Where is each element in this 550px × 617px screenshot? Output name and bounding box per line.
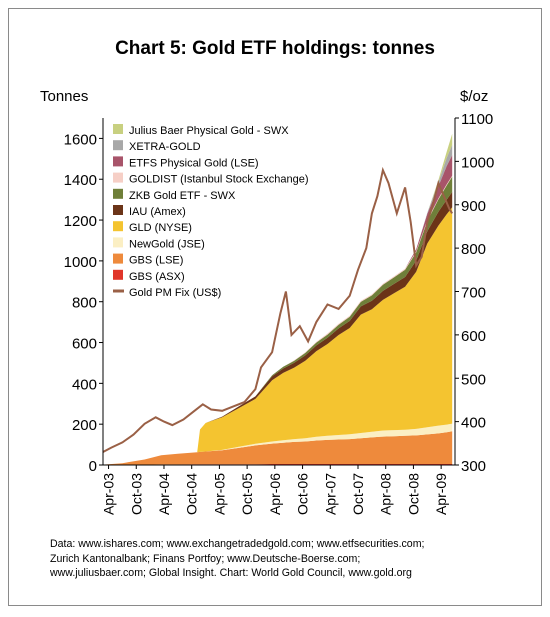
source-line: www.juliusbaer.com; Global Insight. Char… — [50, 567, 412, 579]
x-tick-label: Oct-07 — [350, 473, 366, 515]
y-tick-label: 1200 — [64, 213, 97, 230]
y-tick-label: 0 — [89, 458, 97, 475]
y2-tick-label: 1100 — [461, 111, 493, 128]
source-line: Data: www.ishares.com; www.exchangetrade… — [50, 538, 425, 550]
legend-label: Gold PM Fix (US$) — [129, 287, 221, 299]
legend-swatch — [113, 156, 123, 167]
y2-tick-label: 700 — [461, 285, 486, 302]
legend-label: XETRA-GOLD — [129, 141, 201, 153]
legend-swatch — [113, 140, 123, 151]
chart-title: Chart 5: Gold ETF holdings: tonnes — [115, 38, 435, 59]
x-tick-label: Apr-05 — [211, 473, 227, 515]
x-tick-label: Oct-03 — [128, 473, 144, 515]
legend-label: GLD (NYSE) — [129, 222, 192, 234]
legend-label: GBS (LSE) — [129, 255, 183, 267]
legend-swatch — [113, 269, 123, 280]
y-tick-label: 200 — [72, 417, 97, 434]
x-tick-label: Apr-08 — [378, 473, 394, 515]
legend-swatch — [113, 124, 123, 134]
right-axis-unit: $/oz — [460, 88, 489, 105]
left-axis-unit: Tonnes — [40, 88, 89, 105]
area-series — [103, 207, 453, 465]
legend-swatch — [113, 205, 123, 215]
y2-tick-label: 500 — [461, 371, 486, 388]
legend-label: GBS (ASX) — [129, 271, 185, 283]
x-tick-label: Apr-03 — [101, 473, 117, 515]
y-tick-label: 800 — [72, 295, 97, 312]
source-note: Data: www.ishares.com; www.exchangetrade… — [50, 537, 424, 581]
legend-label: GOLDIST (Istanbul Stock Exchange) — [129, 174, 309, 186]
legend-swatch — [113, 237, 123, 248]
x-tick-label: Oct-05 — [239, 473, 255, 515]
y-tick-label: 1600 — [64, 131, 97, 148]
y2-tick-label: 800 — [461, 241, 486, 258]
y2-tick-label: 400 — [461, 415, 486, 432]
y2-tick-label: 600 — [461, 328, 486, 345]
legend-label: NewGold (JSE) — [129, 238, 205, 250]
area-series — [103, 423, 453, 465]
x-tick-label: Apr-07 — [322, 473, 338, 515]
gold-price-line — [102, 166, 454, 453]
x-tick-label: Oct-04 — [184, 473, 200, 515]
x-tick-label: Oct-08 — [405, 473, 421, 515]
x-tick-label: Apr-09 — [433, 473, 449, 515]
legend-swatch — [113, 253, 123, 264]
legend-label: ETFS Physical Gold (LSE) — [129, 157, 259, 169]
x-tick-label: Oct-06 — [295, 473, 311, 515]
legend-label: Julius Baer Physical Gold - SWX — [129, 125, 289, 137]
y2-tick-label: 300 — [461, 458, 486, 475]
y2-tick-label: 1000 — [461, 154, 494, 171]
y2-tick-label: 900 — [461, 198, 486, 215]
legend-label: ZKB Gold ETF - SWX — [129, 190, 236, 202]
legend-swatch — [113, 221, 123, 232]
y-tick-label: 1400 — [64, 172, 97, 189]
x-tick-label: Apr-06 — [267, 473, 283, 515]
y-tick-label: 600 — [72, 336, 97, 353]
area-series — [103, 431, 453, 465]
source-line: Zurich Kantonalbank; Finans Portfoy; www… — [50, 552, 361, 565]
x-tick-label: Apr-04 — [156, 473, 172, 515]
legend-swatch — [113, 172, 123, 183]
y-tick-label: 1000 — [64, 254, 97, 271]
y-tick-label: 400 — [72, 376, 97, 393]
legend-label: IAU (Amex) — [129, 206, 186, 218]
legend-swatch — [113, 188, 123, 199]
